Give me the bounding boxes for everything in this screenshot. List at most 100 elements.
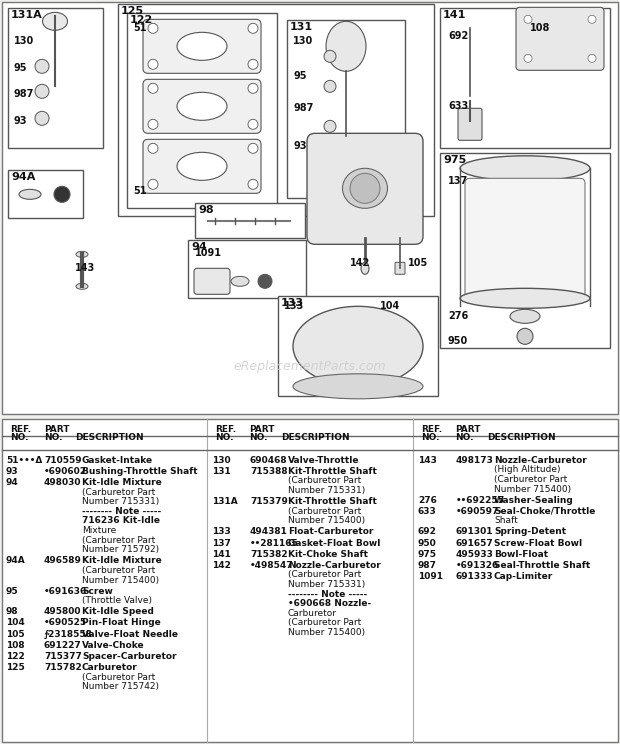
Circle shape	[324, 121, 336, 132]
Text: Float-Carburetor: Float-Carburetor	[288, 527, 373, 536]
Text: (Carburetor Part: (Carburetor Part	[288, 618, 361, 627]
Text: REF.: REF.	[421, 425, 442, 434]
Text: 93: 93	[14, 116, 27, 126]
Text: Number 715331): Number 715331)	[82, 497, 159, 506]
Text: 975: 975	[418, 550, 437, 559]
Circle shape	[54, 186, 70, 202]
Text: 276: 276	[418, 496, 437, 504]
Text: 690468: 690468	[250, 455, 288, 465]
Text: 130: 130	[14, 36, 34, 46]
Text: Valve-Choke: Valve-Choke	[82, 641, 144, 650]
Circle shape	[148, 83, 158, 93]
Ellipse shape	[43, 13, 68, 31]
Text: 633: 633	[418, 507, 436, 516]
Text: (High Altitude): (High Altitude)	[494, 465, 560, 474]
Circle shape	[148, 144, 158, 153]
Text: (Throttle Valve): (Throttle Valve)	[82, 596, 152, 605]
Circle shape	[524, 16, 532, 23]
Text: 494381: 494381	[250, 527, 288, 536]
Text: 975: 975	[443, 155, 466, 165]
Text: 130: 130	[293, 36, 313, 46]
Text: NO.: NO.	[44, 433, 63, 442]
Ellipse shape	[76, 283, 88, 289]
Text: 1091: 1091	[195, 248, 222, 258]
FancyBboxPatch shape	[143, 19, 261, 74]
Circle shape	[248, 119, 258, 129]
Text: 131A: 131A	[11, 10, 43, 20]
Text: Number 715792): Number 715792)	[82, 545, 159, 554]
Text: DESCRIPTION: DESCRIPTION	[281, 433, 350, 442]
Text: 276: 276	[448, 311, 468, 321]
Text: eReplacementParts.com: eReplacementParts.com	[234, 360, 386, 373]
Text: 133: 133	[212, 527, 231, 536]
Text: 108: 108	[6, 641, 25, 650]
Text: Carburetor: Carburetor	[82, 663, 138, 672]
Circle shape	[35, 84, 49, 98]
Circle shape	[248, 144, 258, 153]
FancyBboxPatch shape	[458, 109, 482, 141]
Bar	[278, 296, 438, 397]
Text: DESCRIPTION: DESCRIPTION	[75, 433, 144, 442]
Text: 104: 104	[6, 618, 25, 627]
Text: 987: 987	[418, 561, 437, 570]
Text: Kit-Throttle Shaft: Kit-Throttle Shaft	[288, 497, 377, 506]
Bar	[195, 203, 305, 238]
Text: Shaft: Shaft	[494, 516, 518, 525]
FancyBboxPatch shape	[143, 139, 261, 193]
Text: (Carburetor Part: (Carburetor Part	[82, 487, 155, 496]
Text: -------- Note -----: -------- Note -----	[82, 507, 161, 516]
Text: 51: 51	[133, 23, 146, 33]
Text: 95: 95	[293, 71, 306, 81]
Text: Bushing-Throttle Shaft: Bushing-Throttle Shaft	[82, 466, 198, 476]
Text: (Carburetor Part: (Carburetor Part	[288, 507, 361, 516]
Text: Valve-Float Needle: Valve-Float Needle	[82, 629, 178, 638]
Text: Washer-Sealing: Washer-Sealing	[494, 496, 574, 504]
Text: Cap-Limiter: Cap-Limiter	[494, 572, 553, 581]
Ellipse shape	[460, 155, 590, 181]
Circle shape	[148, 179, 158, 189]
Text: 122: 122	[6, 652, 25, 661]
Text: ∱2318558: ∱2318558	[44, 629, 93, 638]
Text: 710559: 710559	[44, 455, 82, 465]
Text: 950: 950	[418, 539, 436, 548]
Text: 131A: 131A	[212, 497, 237, 506]
Text: •691326: •691326	[456, 561, 499, 570]
Text: 98: 98	[198, 205, 214, 215]
Text: Gasket-Intake: Gasket-Intake	[82, 455, 153, 465]
Text: Number 715400): Number 715400)	[288, 628, 365, 637]
Text: (Carburetor Part: (Carburetor Part	[288, 571, 361, 580]
Ellipse shape	[293, 373, 423, 399]
Text: 95: 95	[6, 586, 19, 596]
FancyBboxPatch shape	[143, 80, 261, 133]
Text: 987: 987	[293, 103, 313, 113]
Text: 1091: 1091	[418, 572, 443, 581]
Text: 130: 130	[212, 455, 231, 465]
Text: 495933: 495933	[456, 550, 494, 559]
Text: Gasket-Float Bowl: Gasket-Float Bowl	[288, 539, 381, 548]
Text: •498547: •498547	[250, 561, 294, 570]
Text: Carburetor: Carburetor	[288, 609, 337, 618]
Text: 715377: 715377	[44, 652, 82, 661]
Text: 498030: 498030	[44, 478, 81, 487]
Text: Number 715400): Number 715400)	[82, 576, 159, 585]
Text: Spring-Detent: Spring-Detent	[494, 527, 566, 536]
Ellipse shape	[76, 251, 88, 257]
Text: Kit-Choke Shaft: Kit-Choke Shaft	[288, 550, 368, 559]
Circle shape	[35, 112, 49, 125]
Text: 142: 142	[212, 561, 231, 570]
Text: 691301: 691301	[456, 527, 494, 536]
Circle shape	[248, 60, 258, 69]
Text: 715782: 715782	[44, 663, 82, 672]
Text: ••692255: ••692255	[456, 496, 505, 504]
Text: 137: 137	[448, 176, 468, 186]
Bar	[127, 13, 277, 208]
Text: (Carburetor Part: (Carburetor Part	[82, 566, 155, 575]
Text: Kit-Idle Mixture: Kit-Idle Mixture	[82, 478, 162, 487]
Text: Seal-Throttle Shaft: Seal-Throttle Shaft	[494, 561, 590, 570]
Text: 715379: 715379	[250, 497, 288, 506]
Text: 987: 987	[14, 89, 34, 99]
Text: 141: 141	[212, 550, 231, 559]
Ellipse shape	[177, 32, 227, 60]
Text: (Carburetor Part: (Carburetor Part	[288, 476, 361, 485]
Text: 692: 692	[448, 31, 468, 42]
